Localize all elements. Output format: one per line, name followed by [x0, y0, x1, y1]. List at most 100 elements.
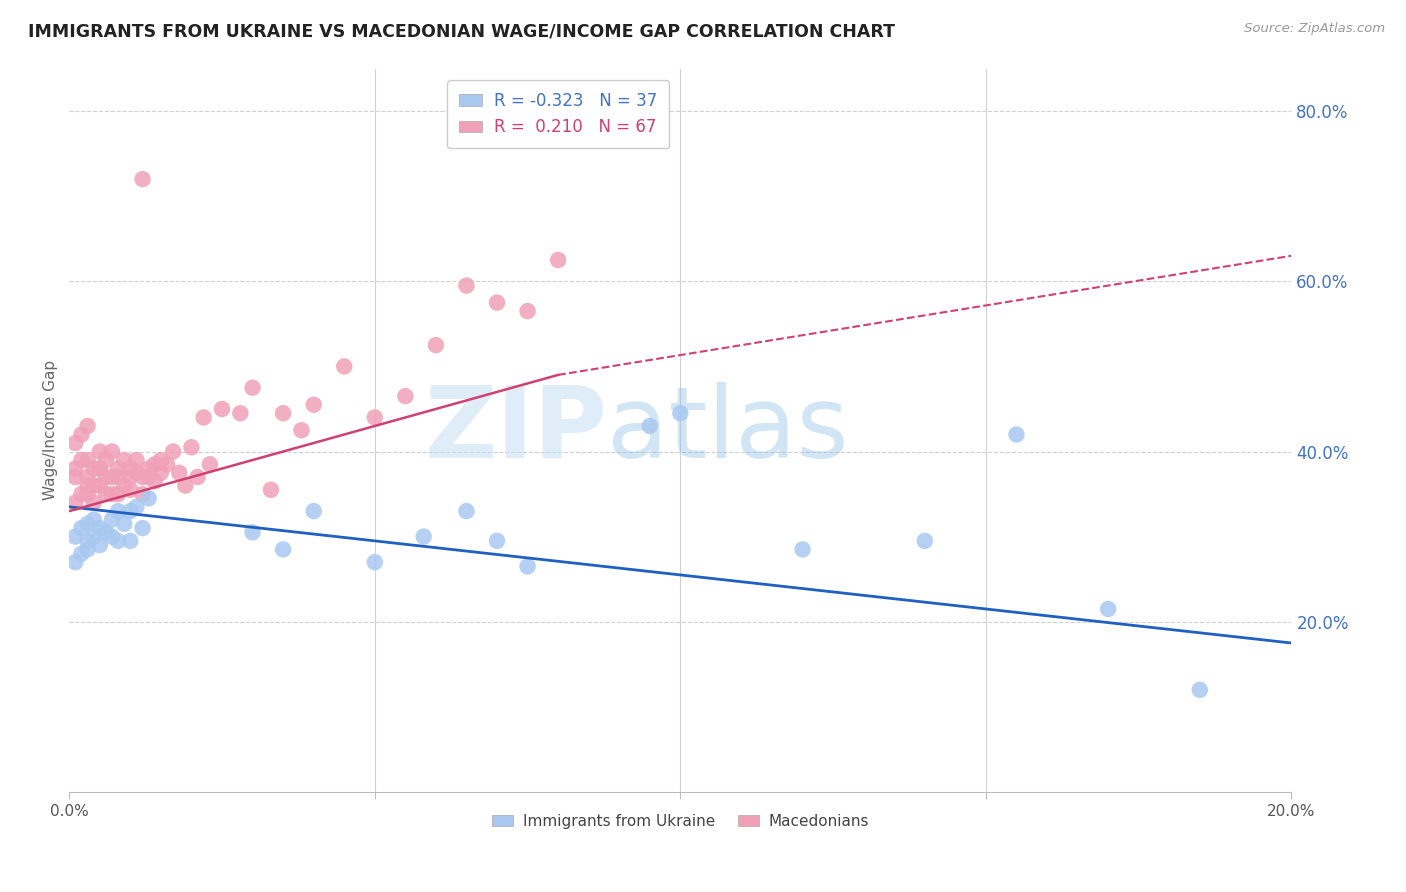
- Point: [101, 444, 124, 458]
- Point: [149, 466, 172, 480]
- Point: [94, 487, 117, 501]
- Point: [174, 478, 197, 492]
- Point: [131, 470, 153, 484]
- Point: [162, 444, 184, 458]
- Point: [333, 359, 356, 374]
- Point: [89, 521, 111, 535]
- Point: [1005, 427, 1028, 442]
- Point: [516, 304, 538, 318]
- Text: atlas: atlas: [607, 382, 849, 479]
- Point: [638, 419, 661, 434]
- Point: [89, 461, 111, 475]
- Point: [193, 410, 215, 425]
- Point: [425, 338, 447, 352]
- Point: [65, 461, 87, 475]
- Point: [112, 516, 135, 531]
- Point: [242, 525, 264, 540]
- Point: [89, 444, 111, 458]
- Point: [76, 478, 98, 492]
- Point: [485, 295, 508, 310]
- Point: [364, 555, 387, 569]
- Point: [76, 419, 98, 434]
- Point: [65, 495, 87, 509]
- Point: [107, 461, 129, 475]
- Point: [187, 470, 209, 484]
- Point: [101, 530, 124, 544]
- Point: [131, 487, 153, 501]
- Point: [167, 466, 190, 480]
- Point: [211, 401, 233, 416]
- Point: [149, 453, 172, 467]
- Point: [456, 278, 478, 293]
- Point: [76, 453, 98, 467]
- Point: [180, 440, 202, 454]
- Text: Source: ZipAtlas.com: Source: ZipAtlas.com: [1244, 22, 1385, 36]
- Point: [516, 559, 538, 574]
- Point: [76, 516, 98, 531]
- Point: [107, 487, 129, 501]
- Point: [107, 504, 129, 518]
- Point: [290, 423, 312, 437]
- Point: [364, 410, 387, 425]
- Point: [412, 530, 434, 544]
- Point: [65, 530, 87, 544]
- Point: [101, 487, 124, 501]
- Point: [89, 461, 111, 475]
- Point: [101, 513, 124, 527]
- Point: [138, 491, 160, 506]
- Point: [112, 453, 135, 467]
- Point: [83, 530, 105, 544]
- Point: [1097, 602, 1119, 616]
- Point: [125, 500, 148, 514]
- Point: [76, 487, 98, 501]
- Point: [89, 538, 111, 552]
- Point: [138, 461, 160, 475]
- Point: [138, 470, 160, 484]
- Point: [669, 406, 692, 420]
- Point: [65, 555, 87, 569]
- Point: [260, 483, 283, 497]
- Point: [131, 521, 153, 535]
- Point: [131, 172, 153, 186]
- Point: [302, 398, 325, 412]
- Point: [125, 466, 148, 480]
- Point: [485, 533, 508, 548]
- Point: [1188, 682, 1211, 697]
- Point: [83, 478, 105, 492]
- Point: [456, 504, 478, 518]
- Point: [302, 504, 325, 518]
- Point: [70, 453, 93, 467]
- Point: [120, 461, 142, 475]
- Point: [198, 457, 221, 471]
- Legend: Immigrants from Ukraine, Macedonians: Immigrants from Ukraine, Macedonians: [486, 808, 875, 835]
- Y-axis label: Wage/Income Gap: Wage/Income Gap: [44, 360, 58, 500]
- Point: [143, 457, 166, 471]
- Point: [271, 542, 294, 557]
- Point: [107, 533, 129, 548]
- Point: [94, 525, 117, 540]
- Point: [120, 533, 142, 548]
- Point: [229, 406, 252, 420]
- Point: [120, 470, 142, 484]
- Point: [143, 475, 166, 489]
- Point: [94, 453, 117, 467]
- Point: [89, 478, 111, 492]
- Point: [76, 542, 98, 557]
- Point: [94, 470, 117, 484]
- Point: [271, 406, 294, 420]
- Point: [394, 389, 416, 403]
- Point: [83, 513, 105, 527]
- Point: [792, 542, 814, 557]
- Point: [70, 487, 93, 501]
- Point: [547, 253, 569, 268]
- Point: [120, 483, 142, 497]
- Point: [76, 533, 98, 548]
- Text: ZIP: ZIP: [425, 382, 607, 479]
- Point: [242, 381, 264, 395]
- Point: [112, 478, 135, 492]
- Point: [83, 495, 105, 509]
- Point: [70, 427, 93, 442]
- Point: [76, 470, 98, 484]
- Point: [70, 521, 93, 535]
- Point: [125, 453, 148, 467]
